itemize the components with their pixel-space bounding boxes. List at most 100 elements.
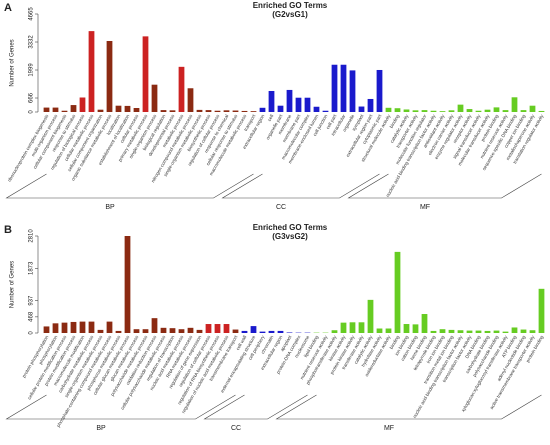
bar (169, 110, 176, 112)
bar (538, 110, 545, 112)
group-label: CC (231, 425, 241, 432)
group-label: BP (96, 425, 106, 432)
bar (241, 110, 248, 112)
bar (457, 104, 464, 112)
bar (133, 108, 140, 112)
panel-label: B (4, 224, 12, 236)
y-tick-label: 468 (29, 311, 35, 322)
group-bracket (221, 173, 380, 199)
bar (475, 110, 482, 112)
bar (259, 107, 266, 112)
bar (115, 105, 122, 112)
bar (43, 107, 50, 112)
bar (493, 330, 500, 333)
bar (502, 110, 509, 112)
bar (223, 110, 230, 112)
chart-subtitle: (G3vsG2) (272, 232, 308, 241)
bar (484, 330, 491, 333)
bar (106, 40, 113, 112)
bar (160, 110, 167, 112)
bar (448, 329, 455, 333)
y-tick-label: 937 (29, 295, 35, 306)
bar (475, 330, 482, 333)
bar (358, 106, 365, 112)
bar (439, 329, 446, 333)
y-tick-label: 3332 (29, 35, 35, 49)
y-tick-label: 1873 (29, 261, 35, 275)
group-label: CC (276, 204, 286, 211)
bar (394, 251, 401, 333)
bar (70, 105, 77, 112)
bar (277, 330, 284, 333)
panel-label: A (4, 2, 12, 14)
bar (466, 330, 473, 333)
bar (178, 329, 185, 333)
bar (520, 110, 527, 112)
bar (529, 105, 536, 112)
bar (232, 110, 239, 112)
bar (313, 106, 320, 112)
bar (340, 322, 347, 333)
bar (394, 108, 401, 112)
y-tick-label: 2810 (29, 229, 35, 243)
bar (115, 330, 122, 333)
bar (187, 88, 194, 112)
bar (97, 109, 104, 112)
bar (439, 111, 446, 112)
bar (331, 330, 338, 333)
bar (250, 111, 257, 112)
bar (205, 324, 212, 333)
bar (367, 98, 374, 112)
x-tick-label: cell (267, 114, 275, 122)
bar (259, 331, 266, 333)
bar (43, 326, 50, 333)
y-axis-label: Number of Genes (10, 39, 16, 86)
bar (133, 329, 140, 333)
chart-title: Enriched GO Terms (253, 223, 328, 232)
bar (511, 97, 518, 112)
bar (70, 321, 77, 333)
group-label: MF (384, 425, 394, 432)
y-tick-label: 666 (29, 92, 35, 103)
bar (376, 328, 383, 333)
bar (151, 84, 158, 112)
bar (151, 318, 158, 333)
bar (223, 324, 230, 333)
bar (142, 36, 149, 113)
bar (52, 323, 59, 333)
bar (214, 110, 221, 112)
bar (412, 110, 419, 112)
bar (160, 327, 167, 333)
bar (304, 97, 311, 112)
bar (430, 110, 437, 112)
bar (169, 328, 176, 333)
bar (322, 110, 329, 112)
bar (250, 326, 257, 333)
bar (97, 329, 104, 333)
bar (61, 110, 68, 112)
bar (403, 109, 410, 112)
bar (142, 329, 149, 333)
chart-title: Enriched GO Terms (253, 1, 328, 10)
bar (529, 330, 536, 333)
y-tick-label: 0 (29, 110, 35, 114)
bar (52, 107, 59, 112)
bar (367, 299, 374, 333)
bar (124, 236, 131, 333)
bar (205, 110, 212, 112)
bar (268, 90, 275, 112)
bar (403, 324, 410, 333)
bar (331, 64, 338, 112)
bar (196, 109, 203, 112)
bar (511, 327, 518, 333)
chart-subtitle: (G2vsG1) (272, 10, 308, 19)
bar (457, 330, 464, 333)
bar (349, 322, 356, 333)
bar (196, 329, 203, 333)
group-label: MF (420, 204, 430, 211)
y-axis-label: Number of Genes (10, 261, 16, 308)
bar (340, 64, 347, 112)
bar (214, 324, 221, 333)
bar (178, 66, 185, 112)
